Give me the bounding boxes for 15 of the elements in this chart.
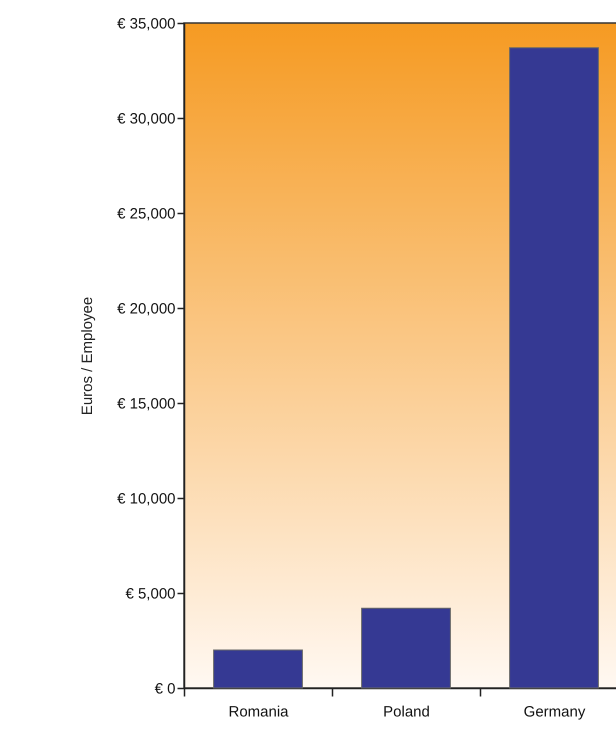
x-tick-label: Germany <box>524 704 586 720</box>
y-tick-label: € 30,000 <box>117 110 176 128</box>
y-tick-label: € 35,000 <box>117 16 176 32</box>
x-tick-label: Poland <box>383 704 430 720</box>
x-tick-label: Romania <box>228 704 290 720</box>
bar <box>509 47 599 688</box>
y-tick-label: € 20,000 <box>117 300 176 318</box>
bar <box>213 650 303 688</box>
y-tick-label: € 0 <box>154 680 176 698</box>
bar <box>361 608 451 688</box>
y-axis-title: Euros / Employee <box>79 296 96 416</box>
y-tick-label: € 25,000 <box>117 206 176 222</box>
y-tick-label: € 10,000 <box>117 490 176 508</box>
y-tick-label: € 5,000 <box>125 586 176 602</box>
y-tick-label: € 15,000 <box>117 396 176 412</box>
